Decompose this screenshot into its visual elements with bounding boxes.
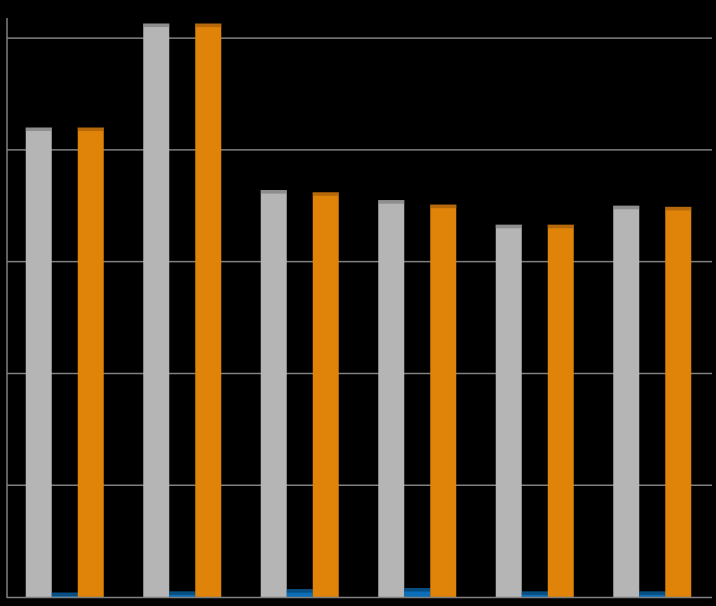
bar-top-series-1-cat-3 — [260, 190, 287, 194]
bar-top-series-1-cat-2 — [143, 23, 170, 28]
bar-top-series-3-cat-2 — [195, 23, 222, 28]
bar-top-series-3-cat-6 — [665, 206, 692, 211]
bar-top-series-3-cat-1 — [77, 127, 104, 132]
bar-top-series-2-cat-1 — [51, 592, 78, 597]
bar-top-series-3-cat-5 — [547, 224, 574, 229]
bar-series-2-cat-3 — [286, 589, 313, 597]
bar-top-series-1-cat-4 — [378, 200, 405, 204]
bar-series-3-cat-3 — [312, 192, 339, 597]
bar-top-series-2-cat-4 — [404, 588, 431, 592]
bar-series-1-cat-5 — [495, 224, 522, 598]
axes — [6, 18, 712, 599]
bar-top-series-2-cat-3 — [286, 589, 313, 593]
bar-series-3-cat-4 — [430, 204, 457, 597]
bar-series-3-cat-2 — [195, 23, 222, 597]
bar-top-series-1-cat-5 — [495, 224, 522, 229]
gridlines — [7, 37, 712, 486]
bar-top-series-2-cat-2 — [169, 591, 196, 595]
bar-series-3-cat-1 — [77, 127, 104, 598]
bar-series-1-cat-4 — [378, 200, 405, 597]
bar-top-series-2-cat-5 — [521, 591, 548, 595]
bar-series-3-cat-6 — [665, 206, 692, 597]
bar-top-series-1-cat-1 — [25, 127, 52, 132]
bar-series-1-cat-3 — [260, 190, 287, 597]
bar-series-2-cat-4 — [404, 588, 431, 597]
bar-top-series-3-cat-3 — [312, 192, 339, 196]
bar-series-1-cat-1 — [25, 127, 52, 598]
bars — [25, 23, 692, 598]
bar-series-3-cat-5 — [547, 224, 574, 598]
bar-top-series-2-cat-6 — [639, 591, 666, 595]
bar-series-1-cat-2 — [143, 23, 170, 597]
bar-top-series-1-cat-6 — [613, 205, 640, 210]
bar-top-series-3-cat-4 — [430, 204, 457, 209]
bar-series-1-cat-6 — [613, 205, 640, 597]
